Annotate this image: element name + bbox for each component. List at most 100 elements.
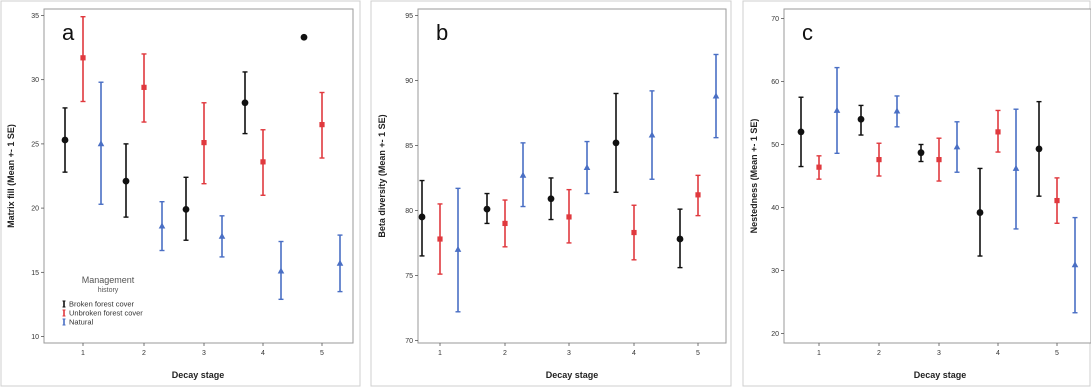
data-point bbox=[797, 128, 805, 136]
data-point bbox=[1054, 197, 1060, 204]
data-point bbox=[976, 209, 984, 216]
data-point bbox=[1035, 145, 1043, 153]
data-point bbox=[80, 55, 86, 61]
data-point bbox=[141, 84, 147, 90]
x-tick-label: 5 bbox=[320, 350, 324, 357]
data-point bbox=[712, 92, 720, 99]
data-point bbox=[648, 131, 656, 138]
data-point bbox=[454, 245, 462, 252]
x-tick-label: 4 bbox=[632, 350, 636, 357]
y-tick-label: 30 bbox=[771, 268, 779, 275]
data-point bbox=[483, 205, 491, 213]
data-point bbox=[61, 136, 69, 144]
series-unbroken bbox=[80, 16, 325, 196]
data-point bbox=[437, 236, 443, 242]
y-tick-label: 50 bbox=[771, 142, 779, 149]
plot-area bbox=[417, 8, 727, 344]
series-natural bbox=[454, 53, 720, 313]
legend-item-label: Natural bbox=[69, 318, 94, 327]
y-tick-label: 95 bbox=[405, 13, 413, 20]
panel-c: c 20 30 40 50 60 70 1 2 3 4 5 Decay stage Nestedness … bbox=[742, 0, 1091, 387]
legend-subtitle: history bbox=[98, 287, 119, 294]
series-natural bbox=[833, 66, 1079, 314]
y-tick-label: 70 bbox=[771, 16, 779, 23]
x-tick-label: 2 bbox=[142, 350, 146, 357]
data-point bbox=[566, 214, 572, 220]
data-point bbox=[519, 171, 527, 178]
series-broken bbox=[797, 96, 1043, 257]
data-point bbox=[97, 140, 105, 147]
data-point bbox=[857, 115, 865, 123]
data-point bbox=[260, 159, 266, 165]
panel-letter: b bbox=[436, 20, 448, 45]
data-point bbox=[336, 259, 344, 266]
data-point bbox=[695, 192, 701, 198]
data-point bbox=[319, 122, 325, 128]
data-point bbox=[917, 149, 925, 157]
x-tick-label: 2 bbox=[877, 350, 881, 357]
x-tick-label: 1 bbox=[817, 350, 821, 357]
x-axis-title: Decay stage bbox=[546, 370, 599, 380]
y-tick-label: 40 bbox=[771, 205, 779, 212]
panel-a: a 10 15 20 25 30 35 1 2 3 4 5 Decay stage Matrix fill… bbox=[0, 0, 361, 387]
x-tick-label: 2 bbox=[503, 350, 507, 357]
data-point bbox=[201, 140, 207, 146]
series-unbroken bbox=[816, 109, 1060, 224]
data-point bbox=[158, 222, 166, 229]
data-point bbox=[936, 157, 942, 163]
data-point bbox=[612, 139, 620, 147]
y-tick-label: 70 bbox=[405, 338, 413, 345]
series-broken bbox=[418, 92, 684, 269]
x-tick-label: 4 bbox=[996, 350, 1000, 357]
data-point bbox=[876, 157, 882, 163]
y-tick-label: 35 bbox=[31, 13, 39, 20]
y-tick-label: 10 bbox=[31, 334, 39, 341]
data-point bbox=[631, 229, 637, 236]
legend: Management history Broken forest coverUnbr… bbox=[62, 275, 143, 327]
plot-area bbox=[783, 8, 1091, 344]
x-axis-title: Decay stage bbox=[172, 370, 225, 380]
x-tick-label: 4 bbox=[261, 350, 265, 357]
data-point bbox=[893, 107, 901, 114]
data-point bbox=[1012, 164, 1020, 171]
data-point bbox=[676, 235, 684, 243]
legend-item-label: Broken forest cover bbox=[69, 300, 135, 309]
data-point bbox=[1071, 261, 1079, 268]
data-point bbox=[953, 143, 961, 150]
x-tick-label: 1 bbox=[81, 350, 85, 357]
y-tick-label: 85 bbox=[405, 143, 413, 150]
y-axis-title: Matrix fill (Mean +- 1 SE) bbox=[6, 124, 16, 228]
data-point bbox=[995, 129, 1001, 135]
data-point bbox=[218, 232, 226, 239]
series-unbroken bbox=[437, 174, 701, 275]
y-tick-label: 60 bbox=[771, 79, 779, 86]
x-tick-label: 5 bbox=[696, 350, 700, 357]
legend-title: Management bbox=[82, 275, 135, 285]
panel-letter: a bbox=[62, 20, 75, 45]
y-tick-label: 30 bbox=[31, 77, 39, 84]
data-point bbox=[833, 106, 841, 113]
y-tick-label: 25 bbox=[31, 141, 39, 148]
panel-b: b 70 75 80 85 90 95 1 2 3 4 5 Decay stage Beta divers… bbox=[370, 0, 732, 387]
data-point bbox=[122, 177, 130, 185]
data-point bbox=[277, 267, 285, 274]
x-tick-label: 5 bbox=[1055, 350, 1059, 357]
data-point bbox=[418, 213, 426, 221]
x-axis-title: Decay stage bbox=[914, 370, 967, 380]
y-tick-label: 90 bbox=[405, 78, 413, 85]
y-tick-label: 75 bbox=[405, 273, 413, 280]
panel-letter: c bbox=[802, 20, 813, 45]
y-tick-label: 80 bbox=[405, 208, 413, 215]
data-point bbox=[300, 33, 308, 41]
series-natural bbox=[97, 81, 344, 301]
data-point bbox=[182, 206, 190, 213]
y-tick-label: 20 bbox=[771, 331, 779, 338]
plot-area bbox=[43, 8, 354, 344]
y-tick-label: 20 bbox=[31, 206, 39, 213]
y-tick-label: 15 bbox=[31, 270, 39, 277]
data-point bbox=[502, 220, 508, 227]
x-tick-label: 1 bbox=[438, 350, 442, 357]
y-axis-title: Nestedness (Mean +- 1 SE) bbox=[749, 119, 759, 234]
series-broken bbox=[61, 33, 308, 241]
